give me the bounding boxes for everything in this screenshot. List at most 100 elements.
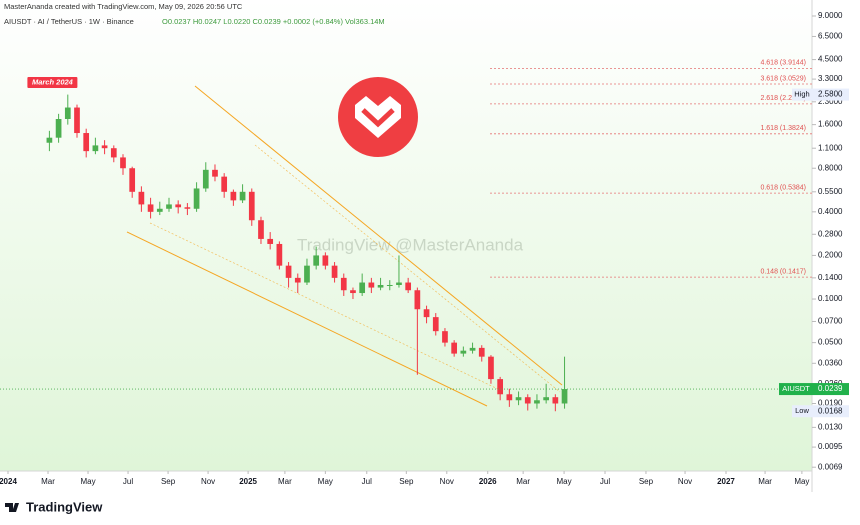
x-tick-label: Sep: [399, 477, 414, 486]
candle: [156, 201, 163, 216]
x-tick-label: Nov: [201, 477, 215, 486]
candle-body: [74, 107, 80, 134]
high-tag-name-bg: [792, 88, 813, 101]
candle-body: [506, 394, 513, 401]
candle-body: [414, 290, 421, 310]
candle-body: [340, 277, 347, 291]
low-tag-value-bg: [813, 405, 849, 418]
ohlc: O0.0237 H0.0247 L0.0220 C0.0239 +0.0002 …: [162, 17, 385, 26]
candle: [515, 391, 522, 406]
candle-body: [552, 397, 559, 404]
x-tick-label: Sep: [161, 477, 176, 486]
candle: [561, 356, 568, 409]
candle: [46, 130, 53, 152]
x-tick-label: Jul: [123, 477, 133, 486]
candle: [110, 145, 117, 163]
candle: [193, 182, 200, 212]
candle-body: [304, 265, 310, 283]
y-tick-label: 0.1400: [818, 273, 843, 282]
y-tick-label: 0.2800: [818, 229, 843, 238]
y-tick-label: 3.3000: [818, 74, 843, 83]
x-tick-label: May: [557, 477, 572, 486]
candle: [543, 383, 549, 404]
y-tick-label: 0.0500: [818, 338, 843, 347]
x-tick-label: May: [80, 477, 95, 486]
y-tick-label: 2.3000: [818, 97, 843, 106]
candle-body: [120, 157, 126, 169]
candle-body: [478, 347, 485, 357]
y-tick-label: 0.0190: [818, 399, 843, 408]
candle: [340, 273, 347, 296]
credit: MasterAnanda created with TradingView.co…: [4, 2, 243, 11]
price-tag-value-bg: [813, 383, 849, 396]
high-tag-name: High: [794, 90, 809, 99]
candle: [405, 277, 412, 294]
candle-body: [524, 397, 531, 404]
candle: [552, 394, 559, 412]
candle-body: [156, 208, 163, 212]
candle-body: [368, 282, 375, 288]
candle: [506, 388, 513, 407]
candle-body: [377, 284, 384, 288]
fib-label: 1.618 (1.3824): [760, 125, 806, 132]
trend-lines: [126, 85, 563, 407]
candle-body: [396, 282, 402, 285]
y-tick-label: 0.0130: [818, 422, 843, 431]
candle-body: [497, 379, 504, 395]
candle: [267, 232, 274, 250]
candle-body: [147, 204, 154, 212]
candle-body: [184, 207, 191, 209]
candle-body: [248, 191, 255, 221]
fib-label: 0.618 (0.5384): [760, 184, 806, 191]
fib-label: 2.618 (2.2264): [760, 95, 806, 102]
candle-body: [534, 400, 540, 404]
candle: [120, 154, 126, 175]
candle: [359, 273, 366, 296]
x-tick-label: Nov: [440, 477, 454, 486]
low-tag-name-bg: [792, 405, 813, 418]
candle: [386, 280, 393, 291]
x-tick-label: Mar: [516, 477, 530, 486]
candle-body: [561, 389, 568, 404]
candle: [212, 164, 218, 182]
candle: [74, 104, 80, 138]
candle: [294, 273, 301, 294]
y-tick-label: 9.0000: [818, 11, 843, 20]
candle: [83, 128, 90, 158]
candle: [138, 186, 145, 212]
candle-body: [488, 356, 494, 380]
candle-body: [64, 107, 71, 120]
candle: [276, 241, 283, 270]
candle: [331, 262, 338, 283]
y-tick-label: 1.1000: [818, 143, 843, 152]
candle-body: [359, 282, 366, 294]
y-tick-label: 0.4000: [818, 207, 843, 216]
y-tick-label: 0.5500: [818, 187, 843, 196]
candle: [534, 394, 540, 409]
candle: [377, 277, 384, 291]
price-tag: [779, 383, 813, 396]
x-tick-label: Mar: [41, 477, 55, 486]
candle: [248, 188, 255, 226]
candle: [258, 216, 264, 244]
y-tick-label: 1.6000: [818, 120, 843, 129]
candle-body: [423, 309, 430, 318]
high-tag-value: 2.5800: [818, 90, 843, 99]
candle-body: [386, 284, 393, 286]
candle-body: [221, 176, 228, 192]
candle-body: [294, 277, 301, 283]
fib-label: 3.618 (3.0529): [760, 75, 806, 82]
candle-body: [350, 290, 356, 294]
candle: [304, 258, 310, 285]
brand: TradingView: [5, 499, 103, 514]
candle: [368, 277, 375, 294]
candle-body: [313, 255, 320, 266]
low-tag-name: Low: [795, 406, 809, 415]
candle: [469, 342, 476, 354]
x-tick-label: 2027: [717, 477, 735, 486]
candle: [55, 113, 62, 143]
price-tag-name: AIUSDT: [782, 384, 810, 393]
candle-body: [138, 191, 145, 205]
y-tick-label: 0.0095: [818, 442, 843, 451]
candle-body: [322, 255, 329, 266]
